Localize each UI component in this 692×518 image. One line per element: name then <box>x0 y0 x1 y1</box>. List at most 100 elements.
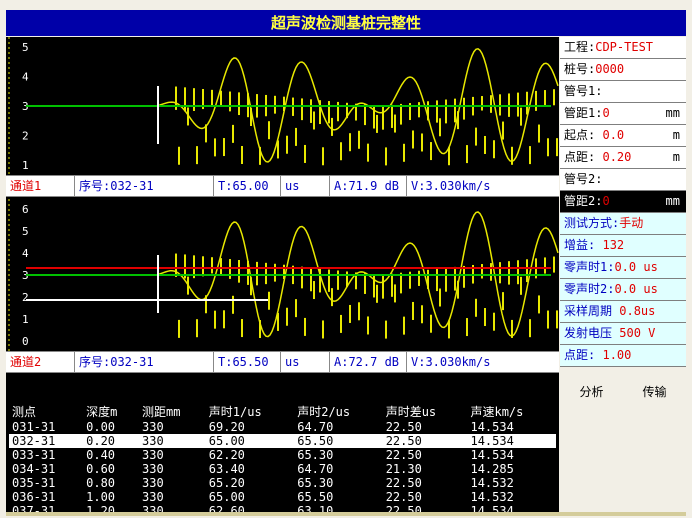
table-row[interactable]: 034-31 0.60 330 63.40 64.70 21.30 14.285 <box>9 462 556 476</box>
parameter-panel: 工程:CDP-TEST 桩号:0000 管号1: 管距1:0 mm 起点: 0.0… <box>560 37 686 512</box>
table-header-cell: 测点 <box>12 405 37 419</box>
channel2-time: T:65.50 <box>214 352 281 372</box>
table-cell: 036-31 <box>12 490 56 504</box>
table-row[interactable]: 033-31 0.40 330 62.20 65.30 22.50 14.534 <box>9 448 556 462</box>
channel1-time-unit: us <box>281 176 330 196</box>
table-cell: 330 <box>142 490 164 504</box>
table-cell: 69.20 <box>208 420 245 434</box>
table-cell: 14.532 <box>470 490 514 504</box>
axis-tick-label: 0 <box>22 335 29 348</box>
table-cell: 14.285 <box>470 462 514 476</box>
period-row[interactable]: 采样周期 0.8us <box>560 301 686 323</box>
table-row[interactable]: 032-31 0.20 330 65.00 65.50 22.50 14.534 <box>9 434 556 448</box>
table-cell: 22.50 <box>385 420 422 434</box>
table-cell: 0.40 <box>86 448 116 462</box>
action-buttons: 分析 传输 <box>560 367 686 400</box>
channel2-label: 通道2 <box>6 352 75 372</box>
waveform-trace <box>155 211 559 338</box>
channel2-seq: 序号:032-31 <box>75 352 214 372</box>
measurement-table: 测点 深度m 测距mm 声时1/us 声时2/us 声时差us 声速km/s 031-31 0… <box>9 403 556 518</box>
step-row[interactable]: 点距: 0.20 m <box>560 147 686 169</box>
table-cell: 330 <box>142 462 164 476</box>
channel2-time-unit: us <box>281 352 330 372</box>
table-cell: 21.30 <box>385 462 422 476</box>
axis-tick-label: 6 <box>22 203 29 216</box>
axis-tick-label: 3 <box>22 269 29 282</box>
axis-tick-label: 3 <box>22 100 29 113</box>
tube2-row[interactable]: 管号2: <box>560 169 686 191</box>
waveform-trace <box>155 47 559 163</box>
start-row[interactable]: 起点: 0.0 m <box>560 125 686 147</box>
table-cell: 64.70 <box>297 420 334 434</box>
table-cell: 032-31 <box>9 434 84 448</box>
table-cell: 65.00 <box>205 434 295 448</box>
table-header-cell: 测距mm <box>142 405 181 419</box>
mode-row[interactable]: 测试方式:手动 <box>560 213 686 235</box>
table-cell: 330 <box>142 420 164 434</box>
table-cell: 035-31 <box>12 476 56 490</box>
transfer-button[interactable]: 传输 <box>642 385 667 399</box>
pile-row[interactable]: 桩号:0000 <box>560 59 686 81</box>
axis-tick-label: 5 <box>22 41 29 54</box>
channel1-waveform[interactable]: 5 4 3 2 1 <box>6 37 559 175</box>
table-cell: 65.00 <box>208 490 245 504</box>
axis-tick-label: 4 <box>22 71 29 84</box>
channel1-speed: V:3.030km/s <box>411 179 491 193</box>
voltage-row[interactable]: 发射电压 500 V <box>560 323 686 345</box>
pile-value: 0000 <box>595 62 625 76</box>
table-header-cell: 声时1/us <box>208 405 262 419</box>
table-cell: 65.30 <box>297 476 334 490</box>
table-cell: 0.60 <box>86 462 116 476</box>
table-row[interactable]: 036-31 1.00 330 65.00 65.50 22.50 14.532 <box>9 490 556 504</box>
analyze-button[interactable]: 分析 <box>579 385 604 399</box>
channel1-amp: A:71.9 dB <box>330 176 407 196</box>
table-cell: 330 <box>142 476 164 490</box>
tube1-row[interactable]: 管号1: <box>560 81 686 103</box>
axis-tick-label: 1 <box>22 159 29 172</box>
axis-tick-label: 2 <box>22 291 29 304</box>
channel2-infobar: 通道2 序号:032-31 T:65.50 us A:72.7 dB V:3.0… <box>6 351 559 373</box>
spacing1-row[interactable]: 管距1:0 mm <box>560 103 686 125</box>
delay2-row[interactable]: 零声时2:0.0 us <box>560 279 686 301</box>
table-cell: 22.50 <box>385 490 422 504</box>
axis-tick-label: 2 <box>22 130 29 143</box>
table-cell: 62.20 <box>208 448 245 462</box>
table-cell: 034-31 <box>12 462 56 476</box>
table-row[interactable]: 035-31 0.80 330 65.20 65.30 22.50 14.532 <box>9 476 556 490</box>
table-header-cell: 声速km/s <box>470 405 524 419</box>
table-header-cell: 声时差us <box>385 405 437 419</box>
spacing2-row[interactable]: 管距2:0 mm <box>560 191 686 213</box>
gain-row[interactable]: 增益: 132 <box>560 235 686 257</box>
table-cell: 0.80 <box>86 476 116 490</box>
table-cell: 65.20 <box>208 476 245 490</box>
axis-tick-label: 1 <box>22 313 29 326</box>
channel1-infobar: 通道1 序号:032-31 T:65.00 us A:71.9 dB V:3.0… <box>6 175 559 197</box>
table-cell: 031-31 <box>12 420 56 434</box>
point-row[interactable]: 点距: 1.00 <box>560 345 686 367</box>
table-header-cell: 声时2/us <box>297 405 351 419</box>
table-cell: 22.50 <box>382 434 468 448</box>
table-cell: 1.00 <box>86 490 116 504</box>
channel1-time: T:65.00 <box>214 176 281 196</box>
window-title: 超声波检测基桩完整性 <box>6 10 686 36</box>
table-cell: 033-31 <box>12 448 56 462</box>
channel1-label: 通道1 <box>6 176 75 196</box>
channel2-amp: A:72.7 dB <box>330 352 407 372</box>
channel2-waveform[interactable]: 6 5 4 3 2 1 0 <box>6 199 559 351</box>
table-cell: 14.534 <box>470 420 514 434</box>
waveform-area: 5 4 3 2 1 通道1 序号:032-31 T:65.00 us A:71.9 dB… <box>6 37 559 518</box>
table-cell: 14.532 <box>470 476 514 490</box>
table-header-row: 测点 深度m 测距mm 声时1/us 声时2/us 声时差us 声速km/s <box>9 403 556 420</box>
table-row[interactable]: 031-31 0.00 330 69.20 64.70 22.50 14.534 <box>9 420 556 434</box>
table-cell: 14.534 <box>467 434 556 448</box>
table-cell: 65.30 <box>297 448 334 462</box>
channel1-seq: 序号:032-31 <box>75 176 214 196</box>
table-header-cell: 深度m <box>86 405 118 419</box>
table-cell: 22.50 <box>385 476 422 490</box>
project-row[interactable]: 工程:CDP-TEST <box>560 37 686 59</box>
axis-tick-label: 4 <box>22 247 29 260</box>
table-cell: 330 <box>142 448 164 462</box>
axis-tick-label: 5 <box>22 225 29 238</box>
delay1-row[interactable]: 零声时1:0.0 us <box>560 257 686 279</box>
